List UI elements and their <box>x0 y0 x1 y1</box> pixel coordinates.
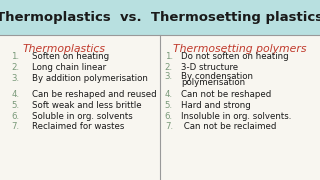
FancyBboxPatch shape <box>0 33 320 34</box>
FancyBboxPatch shape <box>0 33 320 35</box>
FancyBboxPatch shape <box>0 33 320 34</box>
Text: Thermosetting polymers: Thermosetting polymers <box>173 44 306 54</box>
Text: 4.: 4. <box>165 90 173 99</box>
FancyBboxPatch shape <box>0 32 320 34</box>
Text: Soft weak and less brittle: Soft weak and less brittle <box>32 101 142 110</box>
Text: 1.: 1. <box>165 52 173 61</box>
Text: Soften on heating: Soften on heating <box>32 52 109 61</box>
FancyBboxPatch shape <box>0 32 320 34</box>
Text: Thermoplastics  vs.  Thermosetting plastics: Thermoplastics vs. Thermosetting plastic… <box>0 11 320 24</box>
Text: Reclaimed for wastes: Reclaimed for wastes <box>32 122 124 131</box>
Text: Soluble in org. solvents: Soluble in org. solvents <box>32 112 133 121</box>
Text: Can not be reshaped: Can not be reshaped <box>181 90 271 99</box>
Text: 5.: 5. <box>165 101 173 110</box>
Text: Can be reshaped and reused: Can be reshaped and reused <box>32 90 156 99</box>
Text: Long chain linear: Long chain linear <box>32 63 106 72</box>
FancyBboxPatch shape <box>0 33 320 35</box>
Text: Do not soften on heating: Do not soften on heating <box>181 52 288 61</box>
Text: polymerisation: polymerisation <box>181 78 245 87</box>
Text: 7.: 7. <box>165 122 173 131</box>
FancyBboxPatch shape <box>0 0 320 35</box>
Text: 2.: 2. <box>11 63 19 72</box>
FancyBboxPatch shape <box>0 33 320 35</box>
FancyBboxPatch shape <box>0 32 320 34</box>
FancyBboxPatch shape <box>0 33 320 35</box>
Text: 3-D structure: 3-D structure <box>181 63 238 72</box>
Text: 2.: 2. <box>165 63 173 72</box>
FancyBboxPatch shape <box>0 33 320 35</box>
FancyBboxPatch shape <box>0 33 320 35</box>
FancyBboxPatch shape <box>0 32 320 34</box>
FancyBboxPatch shape <box>0 32 320 34</box>
Text: 5.: 5. <box>11 101 19 110</box>
Text: 3.: 3. <box>11 74 19 83</box>
FancyBboxPatch shape <box>0 32 320 34</box>
FancyBboxPatch shape <box>0 33 320 34</box>
FancyBboxPatch shape <box>0 32 320 33</box>
Text: Insoluble in org. solvents.: Insoluble in org. solvents. <box>181 112 291 121</box>
FancyBboxPatch shape <box>0 33 320 35</box>
Text: 1.: 1. <box>11 52 19 61</box>
Text: Thermoplastics: Thermoplastics <box>22 44 105 54</box>
Text: By condensation: By condensation <box>181 72 253 81</box>
FancyBboxPatch shape <box>0 33 320 35</box>
Text: 3.: 3. <box>165 72 173 81</box>
Text: 4.: 4. <box>11 90 19 99</box>
Text: By addition polymerisation: By addition polymerisation <box>32 74 148 83</box>
FancyBboxPatch shape <box>0 32 320 34</box>
Text: Can not be reclaimed: Can not be reclaimed <box>181 122 276 131</box>
Text: Hard and strong: Hard and strong <box>181 101 251 110</box>
Text: 6.: 6. <box>11 112 19 121</box>
Text: 7.: 7. <box>11 122 19 131</box>
FancyBboxPatch shape <box>0 32 320 34</box>
Text: 6.: 6. <box>165 112 173 121</box>
FancyBboxPatch shape <box>0 35 320 180</box>
